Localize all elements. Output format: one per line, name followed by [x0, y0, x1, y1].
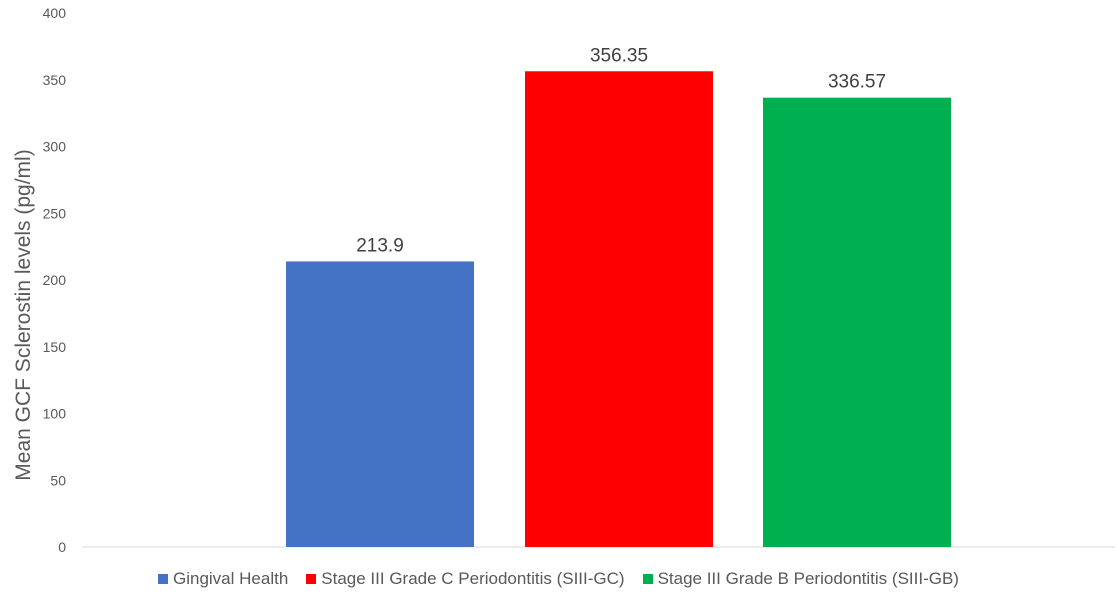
- legend-item: Gingival Health: [158, 566, 288, 592]
- data-labels: 213.9 356.35 336.57: [356, 45, 886, 256]
- y-tick-label: 100: [43, 406, 67, 422]
- legend-label: Stage III Grade B Periodontitis (SIII-GB…: [657, 569, 959, 588]
- y-tick-label: 0: [58, 539, 66, 555]
- y-tick-label: 350: [43, 72, 67, 88]
- y-tick-label: 150: [43, 339, 67, 355]
- legend-label: Gingival Health: [173, 569, 289, 588]
- bar-chart: 0 50 100 150 200 250 300 350 400 213.9 356.35 336.…: [12, 5, 1115, 555]
- y-tick-label: 200: [43, 272, 67, 288]
- data-label: 356.35: [590, 45, 648, 66]
- y-tick-label: 50: [50, 472, 66, 488]
- y-axis-ticks: 0 50 100 150 200 250 300 350 400: [43, 5, 67, 555]
- legend-label: Stage III Grade C Periodontitis (SIII-GC…: [321, 569, 625, 588]
- y-tick-label: 300: [43, 139, 67, 155]
- legend-swatch: [306, 574, 317, 584]
- legend-swatch: [158, 574, 168, 584]
- data-label: 336.57: [828, 72, 886, 93]
- y-tick-label: 250: [43, 205, 67, 221]
- bars: [286, 71, 951, 547]
- bar: [763, 97, 951, 547]
- legend-item: Stage III Grade C Periodontitis (SIII-GC…: [306, 566, 625, 592]
- data-label: 213.9: [356, 235, 404, 256]
- legend-swatch: [642, 574, 653, 584]
- y-axis-label: Mean GCF Sclerostin levels (pg/ml): [12, 149, 35, 480]
- legend-item: Stage III Grade B Periodontitis (SIII-GB…: [642, 566, 959, 592]
- legend: Gingival Health Stage III Grade C Periodo…: [0, 566, 1117, 592]
- y-tick-label: 400: [43, 5, 67, 21]
- bar: [286, 261, 474, 547]
- bar: [525, 71, 713, 547]
